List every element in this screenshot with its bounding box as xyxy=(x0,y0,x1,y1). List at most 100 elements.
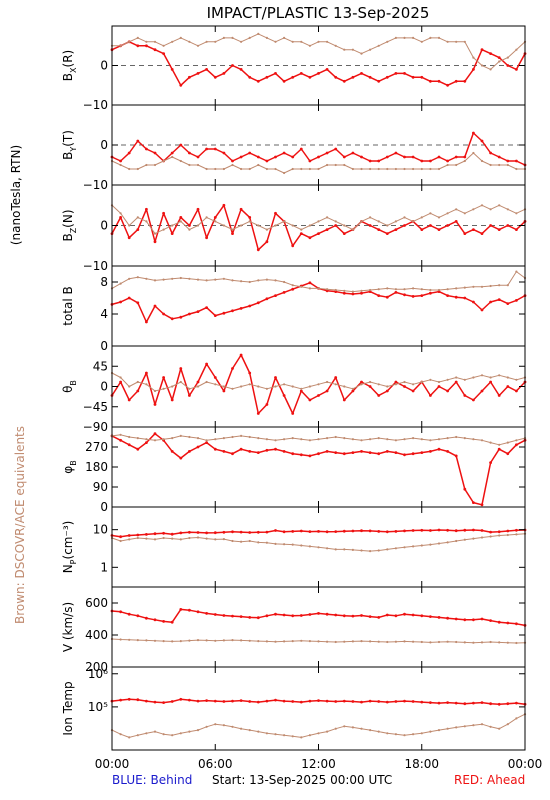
point-bz-brown xyxy=(162,228,165,231)
point-bx-ahead xyxy=(360,72,363,75)
panel-frame xyxy=(111,345,526,428)
point-bt-brown xyxy=(472,285,475,288)
point-np-brown xyxy=(386,548,389,551)
series-by-ahead xyxy=(111,132,526,166)
point-bt-brown xyxy=(386,287,389,290)
point-bt-ahead xyxy=(351,292,355,296)
point-np-brown xyxy=(480,536,484,539)
point-np-brown xyxy=(515,533,518,536)
point-by-brown xyxy=(463,159,466,163)
point-bz-ahead xyxy=(153,240,157,244)
point-theta-ahead xyxy=(472,398,475,402)
point-bx-brown xyxy=(317,40,320,43)
point-bx-brown xyxy=(446,40,449,43)
point-theta-brown xyxy=(343,385,346,388)
point-bz-brown xyxy=(257,224,260,227)
point-phi-brown xyxy=(188,435,191,439)
y-axis-label: Ion Temp xyxy=(61,681,75,735)
point-temp-brown xyxy=(326,730,329,733)
point-v-brown xyxy=(386,640,389,644)
y-tick-label: −10 xyxy=(83,178,108,192)
point-np-ahead xyxy=(136,533,140,537)
point-bx-ahead xyxy=(429,79,432,83)
point-temp-brown xyxy=(265,732,268,735)
point-bt-brown xyxy=(248,280,251,284)
point-bx-brown xyxy=(205,40,208,43)
point-phi-ahead xyxy=(291,452,295,456)
point-by-brown xyxy=(334,163,337,167)
point-phi-brown xyxy=(498,443,501,446)
point-temp-brown xyxy=(446,727,449,730)
point-np-brown xyxy=(369,550,372,553)
point-bx-ahead xyxy=(317,72,320,75)
point-temp-ahead xyxy=(368,699,372,703)
point-phi-brown xyxy=(506,441,509,444)
point-v-ahead xyxy=(291,614,295,618)
point-temp-ahead xyxy=(437,701,441,705)
point-bx-brown xyxy=(128,40,131,43)
point-theta-brown xyxy=(412,383,415,386)
panel-bx: −10 0 BX(R) xyxy=(61,25,527,112)
point-by-brown xyxy=(283,171,286,175)
point-np-ahead xyxy=(394,530,398,533)
point-by-ahead xyxy=(222,151,226,155)
point-phi-ahead xyxy=(377,452,381,456)
point-v-ahead xyxy=(429,615,432,618)
footer-start-label: Start: 13-Sep-2025 00:00 UTC xyxy=(212,773,392,787)
point-by-brown xyxy=(515,167,518,171)
point-bx-brown xyxy=(437,36,441,40)
point-np-brown xyxy=(498,534,501,537)
point-v-ahead xyxy=(179,608,183,611)
point-bx-brown xyxy=(489,68,492,71)
point-temp-ahead xyxy=(213,699,217,703)
point-phi-ahead xyxy=(334,451,338,454)
point-bt-ahead xyxy=(188,312,191,316)
point-v-ahead xyxy=(411,613,415,617)
point-phi-brown xyxy=(326,437,329,440)
point-temp-brown xyxy=(429,730,432,733)
point-bx-brown xyxy=(136,36,139,40)
point-bz-ahead xyxy=(334,224,338,227)
panel-frame xyxy=(111,265,526,347)
point-theta-ahead xyxy=(291,412,295,415)
point-v-brown xyxy=(153,639,157,642)
point-v-ahead xyxy=(420,614,424,618)
point-bt-ahead xyxy=(239,307,243,310)
point-v-ahead xyxy=(515,622,518,626)
point-bt-brown xyxy=(308,287,311,290)
y-tick-label: 0 xyxy=(100,339,108,353)
y-tick-label: 4 xyxy=(100,307,108,321)
point-np-ahead xyxy=(515,528,518,532)
point-by-ahead xyxy=(196,155,200,159)
point-bz-ahead xyxy=(515,228,518,232)
point-phi-ahead xyxy=(429,450,432,453)
point-v-ahead xyxy=(153,618,157,622)
point-bt-ahead xyxy=(411,295,415,298)
point-v-ahead xyxy=(454,617,458,621)
point-temp-ahead xyxy=(274,698,277,702)
point-bz-brown xyxy=(437,216,441,219)
point-bz-brown xyxy=(214,220,217,223)
point-temp-ahead xyxy=(239,699,243,702)
y-axis-label-main: total B xyxy=(61,286,75,326)
point-temp-brown xyxy=(300,736,303,739)
point-by-brown xyxy=(274,167,277,171)
point-bz-ahead xyxy=(308,236,312,240)
y-axis-label: total B xyxy=(61,286,75,326)
point-v-brown xyxy=(248,639,251,642)
point-bz-brown xyxy=(128,224,131,227)
point-theta-brown xyxy=(231,387,234,390)
point-v-ahead xyxy=(299,614,303,617)
point-phi-brown xyxy=(455,435,458,439)
panel-theta: −90 −45 0 45 θB xyxy=(61,345,527,434)
point-np-ahead xyxy=(377,530,381,533)
point-v-ahead xyxy=(136,614,140,618)
point-np-ahead xyxy=(205,531,209,535)
point-by-ahead xyxy=(437,155,441,159)
point-np-brown xyxy=(222,538,225,541)
point-bx-brown xyxy=(162,44,165,47)
point-bt-brown xyxy=(369,288,372,292)
point-temp-ahead xyxy=(196,699,200,703)
point-temp-ahead xyxy=(317,699,320,702)
